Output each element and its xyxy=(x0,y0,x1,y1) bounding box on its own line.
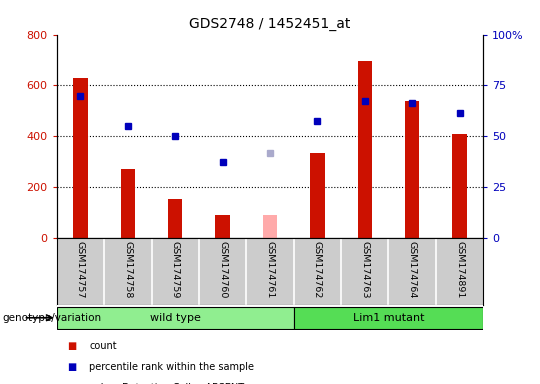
Text: ■: ■ xyxy=(68,362,77,372)
Text: GSM174891: GSM174891 xyxy=(455,242,464,299)
Text: GSM174763: GSM174763 xyxy=(360,242,369,299)
Text: genotype/variation: genotype/variation xyxy=(3,313,102,323)
Bar xyxy=(357,61,372,238)
Bar xyxy=(453,134,467,238)
Title: GDS2748 / 1452451_at: GDS2748 / 1452451_at xyxy=(190,17,350,31)
Bar xyxy=(73,78,87,238)
Text: GSM174759: GSM174759 xyxy=(171,242,180,299)
Text: count: count xyxy=(89,341,117,351)
Text: GSM174760: GSM174760 xyxy=(218,242,227,299)
Text: GSM174757: GSM174757 xyxy=(76,242,85,299)
Text: ■: ■ xyxy=(68,341,77,351)
Text: GSM174764: GSM174764 xyxy=(408,242,417,299)
Bar xyxy=(215,215,230,238)
Bar xyxy=(294,307,483,329)
Text: Lim1 mutant: Lim1 mutant xyxy=(353,313,424,323)
Text: GSM174758: GSM174758 xyxy=(123,242,132,299)
Text: wild type: wild type xyxy=(150,313,201,323)
Bar xyxy=(405,101,419,238)
Text: percentile rank within the sample: percentile rank within the sample xyxy=(89,362,254,372)
Bar xyxy=(168,199,183,238)
Bar xyxy=(310,153,325,238)
Text: GSM174762: GSM174762 xyxy=(313,242,322,299)
Text: ■: ■ xyxy=(68,383,77,384)
Text: value, Detection Call = ABSENT: value, Detection Call = ABSENT xyxy=(89,383,244,384)
Text: GSM174761: GSM174761 xyxy=(266,242,274,299)
Bar xyxy=(57,307,294,329)
Bar xyxy=(121,169,135,238)
Bar xyxy=(263,215,277,238)
